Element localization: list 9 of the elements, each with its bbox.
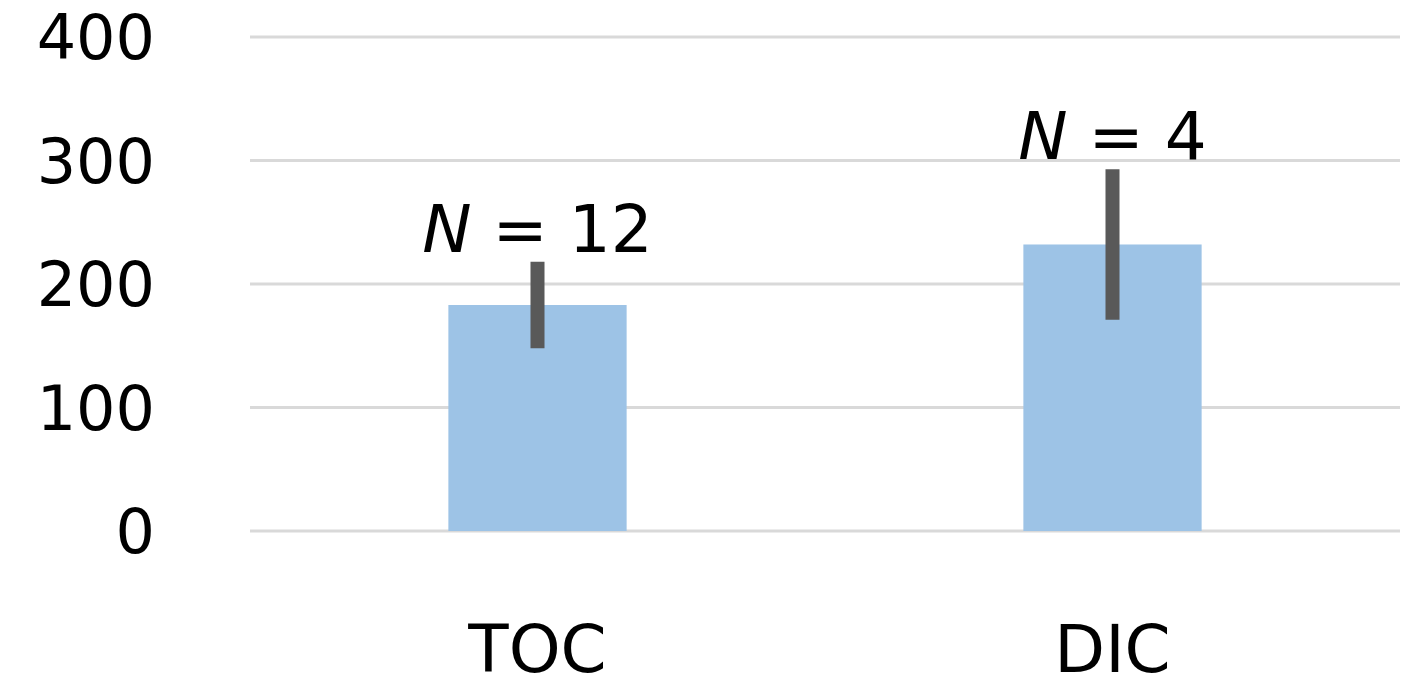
x-tick-label: TOC — [467, 611, 607, 682]
y-tick-label: 300 — [36, 124, 155, 198]
y-tick-label: 0 — [115, 495, 155, 569]
annotation: N = 4 — [1018, 98, 1207, 176]
y-tick-label: 400 — [36, 1, 155, 75]
annotation: N = 12 — [422, 190, 653, 268]
y-tick-label: 100 — [36, 371, 155, 445]
x-tick-label: DIC — [1054, 611, 1171, 682]
y-tick-label: 200 — [36, 248, 155, 322]
